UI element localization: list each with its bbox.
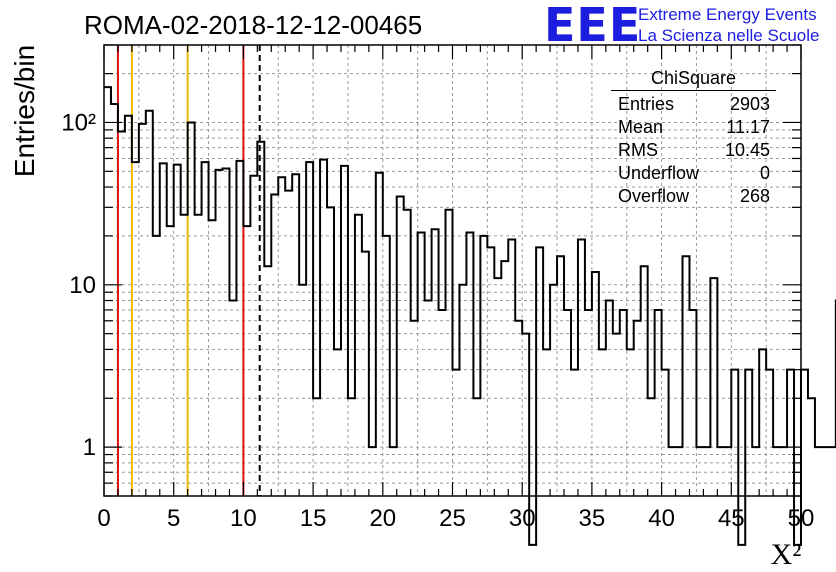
eee-logo: EEE (544, 0, 642, 52)
x-tick-label: 50 (788, 505, 815, 532)
stats-label: Mean (618, 117, 664, 137)
y-axis-label: Entries/bin (9, 45, 40, 177)
y-tick-labels: 1 10 10² (61, 109, 96, 461)
stats-value: 0 (759, 163, 770, 183)
stats-box: ChiSquare Entries 2903 Mean 11.17 RMS 10… (611, 68, 776, 208)
x-tick-label: 35 (579, 505, 606, 532)
logo-line-2: La Scienza nelle Scuole (638, 26, 820, 45)
y-tick-label: 1 (83, 434, 96, 461)
x-tick-label: 45 (718, 505, 745, 532)
stats-row: Underflow 0 (611, 162, 776, 185)
axis-ticks (103, 44, 802, 497)
logo-line-1: Extreme Energy Events (638, 5, 817, 24)
stats-value: 10.45 (724, 140, 770, 160)
stats-label: RMS (618, 140, 658, 160)
stats-row: Mean 11.17 (611, 116, 776, 139)
x-tick-label: 0 (97, 505, 110, 532)
stats-row: RMS 10.45 (611, 139, 776, 162)
x-tick-labels: 0 5 10 15 20 25 30 35 40 45 50 (97, 505, 814, 532)
stats-value: 2903 (729, 94, 770, 114)
histogram-outline (104, 86, 836, 546)
y-tick-label: 10 (69, 272, 96, 299)
x-tick-label: 25 (439, 505, 466, 532)
y-tick-label: 10² (61, 109, 96, 136)
stats-value: 268 (739, 186, 770, 206)
stats-label: Overflow (618, 186, 690, 206)
x-tick-label: 10 (230, 505, 257, 532)
x-tick-label: 30 (509, 505, 536, 532)
x-tick-label: 15 (300, 505, 327, 532)
stats-row: Entries 2903 (611, 93, 776, 116)
stats-value: 11.17 (726, 117, 770, 137)
x-tick-label: 40 (648, 505, 675, 532)
chart-title: ROMA-02-2018-12-12-00465 (84, 10, 423, 40)
stats-label: Entries (618, 94, 675, 114)
x-axis-label: X² (771, 538, 802, 571)
histogram-series (104, 86, 836, 546)
stats-title: ChiSquare (611, 68, 776, 91)
stats-row: Overflow 268 (611, 185, 776, 208)
stats-label: Underflow (618, 163, 700, 183)
x-tick-label: 5 (167, 505, 180, 532)
x-tick-label: 20 (369, 505, 396, 532)
